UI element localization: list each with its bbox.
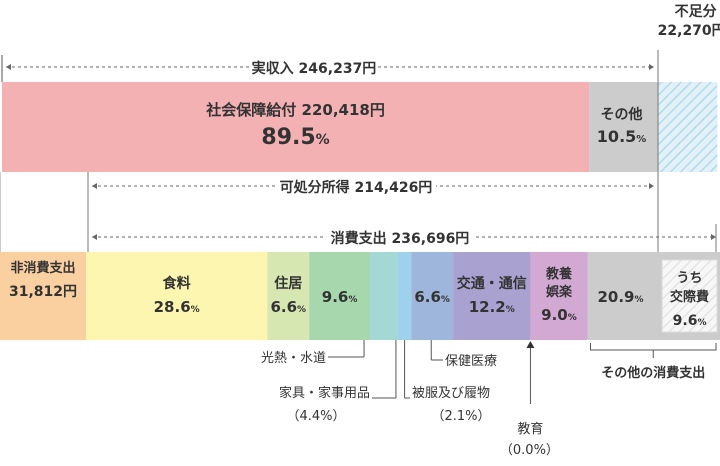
bar-clothing bbox=[397, 252, 412, 340]
consumption-dim-label: 消費支出 236,696円 bbox=[331, 230, 470, 247]
label-food: 食料 bbox=[163, 275, 191, 292]
pct-recreation: 9.0% bbox=[541, 306, 577, 324]
pct-utilities: 9.6% bbox=[322, 288, 358, 306]
callout-medical: 保健医療 bbox=[445, 354, 497, 369]
callout-education: 教育 bbox=[517, 421, 543, 437]
callout-furniture: 家具・家事用品 bbox=[279, 385, 370, 401]
disposable-dim-line-arrow-left bbox=[92, 183, 97, 189]
consumption-dim-line-arrow-right bbox=[711, 234, 716, 240]
pct-food: 28.6% bbox=[154, 298, 200, 316]
disposable-dim-bg bbox=[276, 177, 436, 195]
income-other-label: その他 bbox=[601, 106, 643, 123]
bars-layer bbox=[0, 82, 720, 340]
consumption-dim-bg bbox=[326, 228, 474, 246]
social-security-bar bbox=[2, 82, 590, 172]
labels-layer: 社会保障給付 220,418円 89.5% その他 10.5% 不足分 22,270円非消… bbox=[9, 4, 720, 458]
label-social-1: うち bbox=[677, 271, 703, 286]
bar-medical bbox=[411, 252, 454, 340]
non-consumption-label: 非消費支出 bbox=[10, 260, 75, 276]
callout-utilities: 光熱・水道 bbox=[261, 351, 326, 366]
bar-recreation bbox=[530, 252, 588, 340]
bar-social bbox=[661, 259, 718, 333]
income-dim-line-arrow-left bbox=[6, 64, 11, 70]
pct-social: 9.6% bbox=[673, 313, 707, 329]
label-social-2: 交際費 bbox=[670, 289, 709, 305]
bar-transport bbox=[453, 252, 531, 340]
disposable-dim-line-arrow-right bbox=[649, 183, 654, 189]
social-security-label: 社会保障給付 220,418円 bbox=[205, 101, 385, 119]
pct-transport: 12.2% bbox=[469, 298, 515, 316]
guide-lines-layer bbox=[0, 50, 717, 404]
label-transport: 交通・通信 bbox=[457, 275, 527, 292]
callout-clothing-pct: （2.1%） bbox=[431, 409, 490, 424]
income-dim-bg bbox=[250, 58, 378, 76]
callout-clothing: 被服及び履物 bbox=[412, 386, 490, 401]
shortfall-label: 不足分 bbox=[675, 4, 717, 20]
callout-other: その他の消費支出 bbox=[601, 365, 705, 381]
income-other-bar bbox=[589, 82, 658, 172]
social-security-pct: 89.5% bbox=[261, 125, 329, 150]
pct-housing: 6.6% bbox=[270, 298, 306, 316]
income-dim-line-arrow-right bbox=[649, 64, 654, 70]
disposable-dim-label: 可処分所得 214,426円 bbox=[280, 179, 433, 196]
non-consumption-bar bbox=[0, 252, 86, 340]
pct-medical: 6.6% bbox=[414, 288, 450, 306]
bar-utilities bbox=[309, 252, 371, 340]
shortfall-value: 22,270円 bbox=[658, 23, 720, 39]
bar-housing bbox=[267, 252, 310, 340]
label-recreation-1: 教養 bbox=[545, 266, 572, 282]
income-other-pct: 10.5% bbox=[597, 127, 647, 146]
bar-food bbox=[86, 252, 268, 340]
shortfall-bar bbox=[658, 82, 718, 172]
consumption-dim-line-arrow-left bbox=[92, 234, 97, 240]
non-consumption-value: 31,812円 bbox=[9, 284, 77, 300]
pct-other: 20.9% bbox=[597, 288, 643, 306]
callout-education-arrow bbox=[526, 341, 535, 348]
bar-furniture bbox=[370, 252, 398, 340]
label-housing: 住居 bbox=[274, 275, 302, 292]
callout-furniture-pct: （4.4%） bbox=[286, 409, 345, 424]
callout-education-pct: （0.0%） bbox=[500, 443, 559, 458]
bracket-other bbox=[589, 343, 717, 351]
income-dim-label: 実収入 246,237円 bbox=[252, 60, 377, 77]
label-recreation-2: 娯楽 bbox=[546, 284, 573, 300]
